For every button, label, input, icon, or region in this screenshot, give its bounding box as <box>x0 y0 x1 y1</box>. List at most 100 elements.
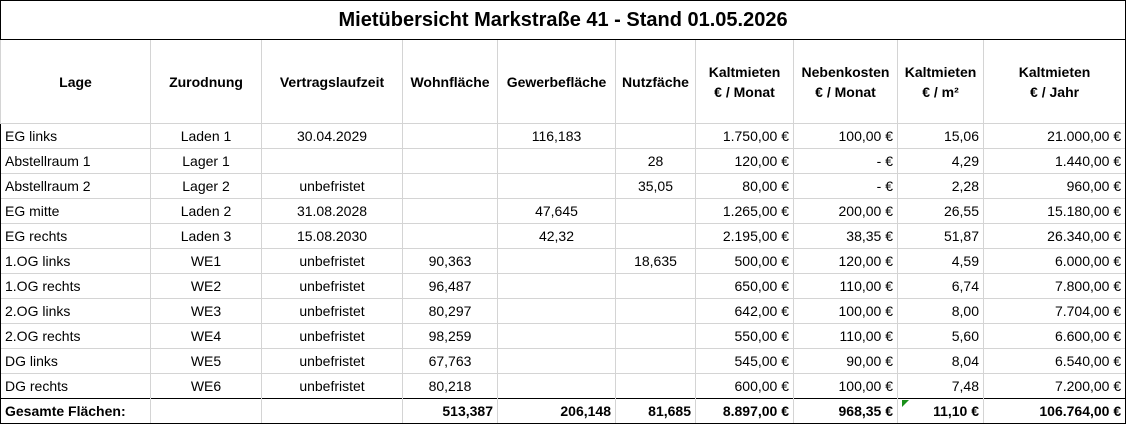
cell-kaltmieten-m2[interactable]: 6,74 <box>897 273 984 299</box>
cell-wohnflaeche[interactable] <box>402 173 498 199</box>
cell-kaltmieten-monat[interactable]: 2.195,00 € <box>695 223 794 249</box>
cell-kaltmieten-m2[interactable]: 4,29 <box>897 148 984 174</box>
cell-wohnflaeche[interactable]: 80,297 <box>402 298 498 324</box>
cell-nutzflaeche[interactable] <box>615 223 696 249</box>
sheet-title[interactable]: Mietübersicht Markstraße 41 - Stand 01.0… <box>0 0 1126 40</box>
cell-kaltmieten-jahr[interactable]: 960,00 € <box>982 173 1126 199</box>
cell-vertragslaufzeit[interactable]: unbefristet <box>261 173 403 199</box>
cell-lage[interactable]: 2.OG rechts <box>0 323 151 349</box>
cell-zuordnung[interactable]: Laden 2 <box>150 198 262 224</box>
header-cell-wohnflaeche[interactable]: Wohnfläche <box>402 39 498 124</box>
cell-kaltmieten-m2[interactable]: 4,59 <box>897 248 984 274</box>
cell-nutzflaeche[interactable] <box>615 323 696 349</box>
cell-kaltmieten-monat[interactable]: 1.265,00 € <box>695 198 794 224</box>
cell-vertragslaufzeit[interactable]: 15.08.2030 <box>261 223 403 249</box>
cell-kaltmieten-jahr[interactable]: 6.540,00 € <box>982 348 1126 374</box>
cell-nutzflaeche[interactable] <box>615 123 696 149</box>
cell-kaltmieten-m2[interactable]: 51,87 <box>897 223 984 249</box>
cell-nebenkosten-monat[interactable]: 100,00 € <box>793 373 898 399</box>
cell-kaltmieten-monat[interactable]: 80,00 € <box>695 173 794 199</box>
total-kaltmieten-monat-cell[interactable]: 8.897,00 € <box>695 398 794 424</box>
cell-nebenkosten-monat[interactable]: 100,00 € <box>793 298 898 324</box>
cell-lage[interactable]: EG rechts <box>0 223 151 249</box>
cell-kaltmieten-monat[interactable]: 600,00 € <box>695 373 794 399</box>
cell-wohnflaeche[interactable]: 80,218 <box>402 373 498 399</box>
cell-nutzflaeche[interactable] <box>615 298 696 324</box>
total-wohnflaeche-cell[interactable]: 513,387 <box>402 398 498 424</box>
cell-gewerbeflaeche[interactable] <box>497 148 616 174</box>
total-gewerbeflaeche-cell[interactable]: 206,148 <box>497 398 616 424</box>
cell-lage[interactable]: DG links <box>0 348 151 374</box>
cell-wohnflaeche[interactable] <box>402 123 498 149</box>
total-nutzflaeche-cell[interactable]: 81,685 <box>615 398 696 424</box>
cell-kaltmieten-monat[interactable]: 500,00 € <box>695 248 794 274</box>
cell-gewerbeflaeche[interactable] <box>497 273 616 299</box>
header-cell-kaltmieten-jahr[interactable]: Kaltmieten € / Jahr <box>982 39 1126 124</box>
cell-kaltmieten-monat[interactable]: 1.750,00 € <box>695 123 794 149</box>
cell-wohnflaeche[interactable] <box>402 223 498 249</box>
cell-kaltmieten-jahr[interactable]: 7.704,00 € <box>982 298 1126 324</box>
cell-wohnflaeche[interactable]: 90,363 <box>402 248 498 274</box>
cell-kaltmieten-m2[interactable]: 7,48 <box>897 373 984 399</box>
cell-nebenkosten-monat[interactable]: 200,00 € <box>793 198 898 224</box>
cell-kaltmieten-m2[interactable]: 2,28 <box>897 173 984 199</box>
cell-nebenkosten-monat[interactable]: - € <box>793 173 898 199</box>
cell-lage[interactable]: EG mitte <box>0 198 151 224</box>
cell-zuordnung[interactable]: WE2 <box>150 273 262 299</box>
cell-nebenkosten-monat[interactable]: 100,00 € <box>793 123 898 149</box>
cell-lage[interactable]: 1.OG links <box>0 248 151 274</box>
cell-vertragslaufzeit[interactable]: 31.08.2028 <box>261 198 403 224</box>
total-kaltmieten-jahr-cell[interactable]: 106.764,00 € <box>982 398 1126 424</box>
cell-kaltmieten-jahr[interactable]: 6.600,00 € <box>982 323 1126 349</box>
cell-nebenkosten-monat[interactable]: - € <box>793 148 898 174</box>
cell-gewerbeflaeche[interactable] <box>497 348 616 374</box>
cell-wohnflaeche[interactable] <box>402 148 498 174</box>
cell-nebenkosten-monat[interactable]: 120,00 € <box>793 248 898 274</box>
cell-kaltmieten-monat[interactable]: 642,00 € <box>695 298 794 324</box>
cell-wohnflaeche[interactable]: 96,487 <box>402 273 498 299</box>
cell-zuordnung[interactable]: Laden 1 <box>150 123 262 149</box>
cell-zuordnung[interactable]: WE1 <box>150 248 262 274</box>
cell-kaltmieten-jahr[interactable]: 1.440,00 € <box>982 148 1126 174</box>
total-cell[interactable] <box>261 398 403 424</box>
total-cell[interactable] <box>150 398 262 424</box>
cell-gewerbeflaeche[interactable] <box>497 298 616 324</box>
cell-nebenkosten-monat[interactable]: 110,00 € <box>793 323 898 349</box>
cell-lage[interactable]: 2.OG links <box>0 298 151 324</box>
cell-vertragslaufzeit[interactable]: unbefristet <box>261 298 403 324</box>
cell-kaltmieten-m2[interactable]: 5,60 <box>897 323 984 349</box>
header-cell-nutzflaeche[interactable]: Nutzfäche <box>615 39 696 124</box>
cell-zuordnung[interactable]: Laden 3 <box>150 223 262 249</box>
cell-lage[interactable]: Abstellraum 2 <box>0 173 151 199</box>
cell-vertragslaufzeit[interactable]: unbefristet <box>261 248 403 274</box>
cell-kaltmieten-m2[interactable]: 15,06 <box>897 123 984 149</box>
cell-wohnflaeche[interactable]: 98,259 <box>402 323 498 349</box>
cell-kaltmieten-monat[interactable]: 545,00 € <box>695 348 794 374</box>
cell-kaltmieten-jahr[interactable]: 6.000,00 € <box>982 248 1126 274</box>
cell-lage[interactable]: DG rechts <box>0 373 151 399</box>
cell-kaltmieten-monat[interactable]: 120,00 € <box>695 148 794 174</box>
cell-gewerbeflaeche[interactable]: 42,32 <box>497 223 616 249</box>
header-cell-vertragslaufzeit[interactable]: Vertragslaufzeit <box>261 39 403 124</box>
cell-kaltmieten-jahr[interactable]: 15.180,00 € <box>982 198 1126 224</box>
cell-nebenkosten-monat[interactable]: 110,00 € <box>793 273 898 299</box>
total-kaltmieten-m2-cell[interactable]: 11,10 € <box>897 398 984 424</box>
cell-vertragslaufzeit[interactable] <box>261 148 403 174</box>
header-cell-nebenkosten-monat[interactable]: Nebenkosten € / Monat <box>793 39 898 124</box>
cell-gewerbeflaeche[interactable] <box>497 373 616 399</box>
cell-zuordnung[interactable]: Lager 2 <box>150 173 262 199</box>
cell-kaltmieten-monat[interactable]: 550,00 € <box>695 323 794 349</box>
cell-vertragslaufzeit[interactable]: unbefristet <box>261 348 403 374</box>
cell-gewerbeflaeche[interactable] <box>497 173 616 199</box>
cell-nutzflaeche[interactable] <box>615 348 696 374</box>
cell-kaltmieten-monat[interactable]: 650,00 € <box>695 273 794 299</box>
cell-gewerbeflaeche[interactable]: 47,645 <box>497 198 616 224</box>
cell-zuordnung[interactable]: WE6 <box>150 373 262 399</box>
cell-nutzflaeche[interactable]: 28 <box>615 148 696 174</box>
header-cell-kaltmieten-monat[interactable]: Kaltmieten € / Monat <box>695 39 794 124</box>
cell-nutzflaeche[interactable] <box>615 273 696 299</box>
cell-zuordnung[interactable]: WE3 <box>150 298 262 324</box>
total-label-cell[interactable]: Gesamte Flächen: <box>0 398 151 424</box>
total-nebenkosten-cell[interactable]: 968,35 € <box>793 398 898 424</box>
cell-nebenkosten-monat[interactable]: 90,00 € <box>793 348 898 374</box>
